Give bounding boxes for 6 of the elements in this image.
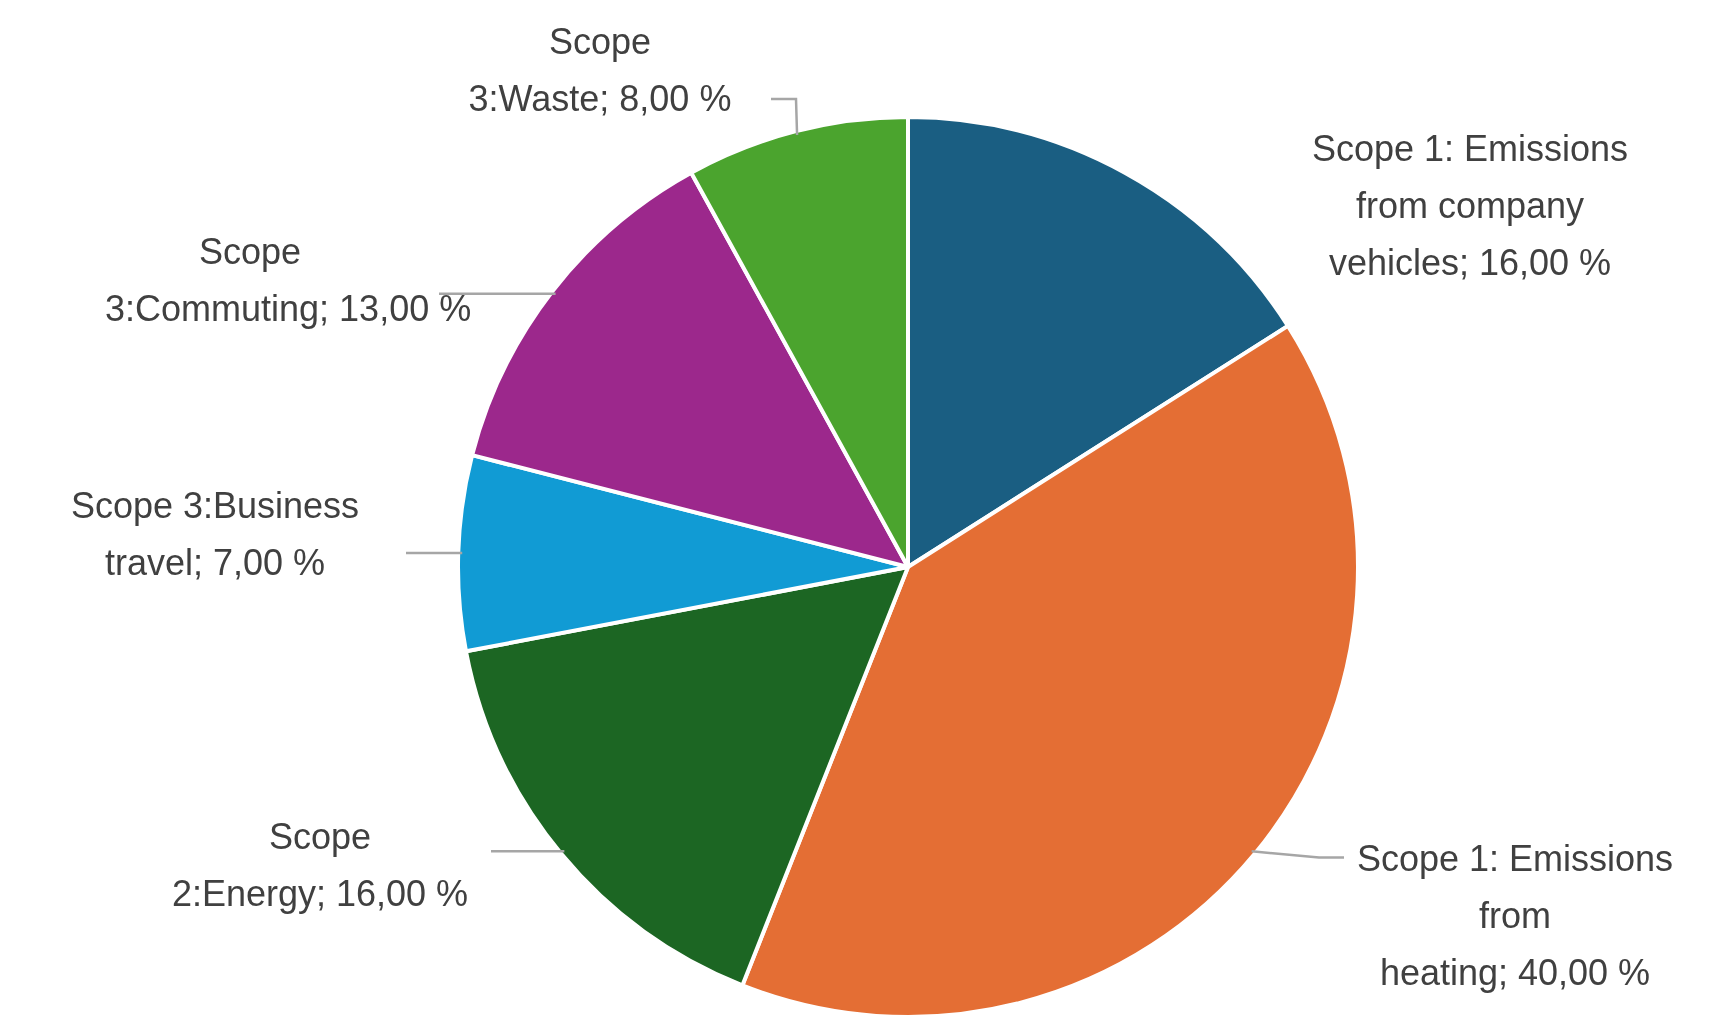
slice-label: Scope 3:Commuting; 13,00 %: [105, 230, 472, 331]
slice-label: Scope 1: Emissions from company vehicles; 16,00 %: [1310, 126, 1630, 285]
slice-label: Scope 1: Emissions from heating; 40,00 %: [1355, 836, 1675, 995]
slice-label: Scope 2:Energy; 16,00 %: [170, 815, 470, 916]
slice-label: Scope 3:Business travel; 7,00 %: [69, 484, 361, 585]
slice-label: Scope 3:Waste; 8,00 %: [467, 20, 733, 121]
